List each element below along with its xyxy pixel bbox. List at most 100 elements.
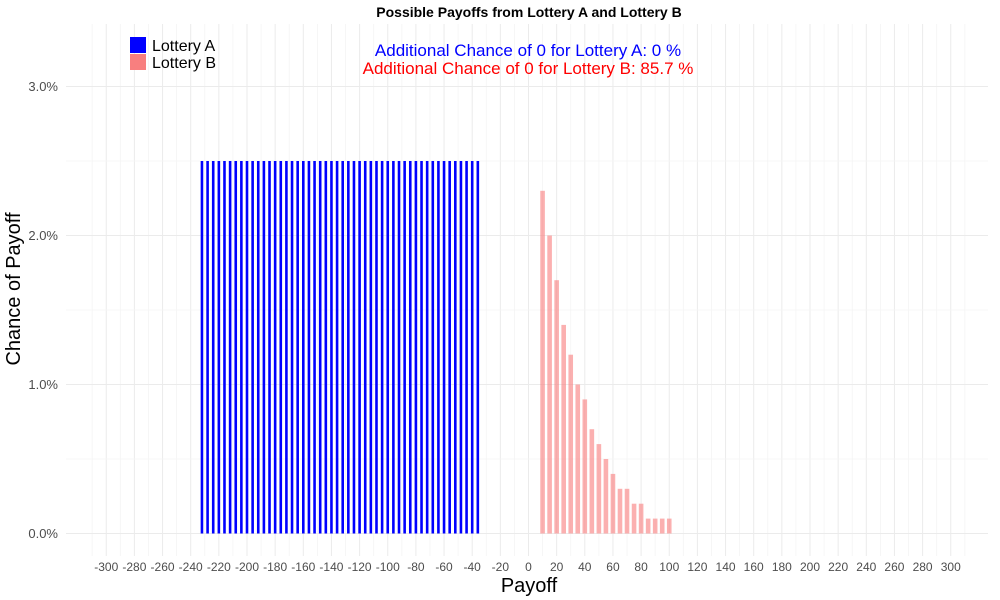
x-tick-label: -260 bbox=[151, 560, 175, 574]
bar-lottery-b bbox=[561, 324, 566, 534]
x-tick-label: -100 bbox=[376, 560, 400, 574]
x-tick-label: -180 bbox=[263, 560, 287, 574]
bar-lottery-a bbox=[397, 161, 401, 534]
legend-swatch-lottery-a bbox=[130, 37, 146, 53]
bar-lottery-a bbox=[228, 161, 232, 534]
bar-lottery-b bbox=[603, 459, 609, 534]
y-tick-label: 1.0% bbox=[28, 377, 58, 392]
x-tick-label: -280 bbox=[122, 560, 146, 574]
tick-labels: -300 -280 -260 -240 -220 -200 -180 -160 -140 -120… bbox=[28, 79, 961, 574]
bar-lottery-a bbox=[437, 161, 440, 534]
bar-lottery-b bbox=[645, 518, 651, 534]
bar-lottery-a bbox=[476, 161, 480, 534]
x-tick-label: -240 bbox=[179, 560, 203, 574]
x-tick-label: -60 bbox=[435, 560, 453, 574]
bar-lottery-b bbox=[659, 518, 665, 534]
x-tick-label: 20 bbox=[550, 560, 564, 574]
bar-lottery-a bbox=[403, 161, 406, 534]
bar-lottery-a bbox=[386, 161, 390, 534]
bar-lottery-a bbox=[318, 161, 322, 534]
bar-lottery-a bbox=[341, 161, 345, 534]
y-tick-label: 0.0% bbox=[28, 526, 58, 541]
bar-lottery-b bbox=[582, 399, 588, 534]
x-tick-label: 260 bbox=[884, 560, 904, 574]
annotation-lottery-a: Additional Chance of 0 for Lottery A: 0 … bbox=[375, 41, 681, 60]
bar-lottery-b bbox=[624, 488, 630, 534]
bar-lottery-a bbox=[448, 161, 451, 534]
x-tick-label: 180 bbox=[772, 560, 792, 574]
bar-lottery-a bbox=[470, 161, 474, 534]
bar-lottery-a bbox=[206, 161, 209, 534]
bar-lottery-a bbox=[240, 161, 243, 534]
bar-lottery-a bbox=[302, 161, 305, 534]
bar-lottery-a bbox=[330, 161, 333, 534]
bar-lottery-a bbox=[431, 161, 435, 534]
bar-lottery-a bbox=[375, 161, 378, 534]
bar-lottery-a bbox=[307, 161, 311, 534]
bar-lottery-a bbox=[420, 161, 423, 534]
y-tick-label: 2.0% bbox=[28, 228, 58, 243]
bar-lottery-a bbox=[465, 161, 468, 534]
x-tick-label: 300 bbox=[941, 560, 961, 574]
bar-lottery-a bbox=[223, 161, 226, 534]
bar-lottery-a bbox=[234, 161, 238, 534]
bar-lottery-b bbox=[575, 384, 581, 534]
bar-lottery-b bbox=[596, 444, 602, 534]
x-tick-label: 240 bbox=[856, 560, 876, 574]
bars bbox=[200, 161, 672, 534]
bar-lottery-b bbox=[610, 473, 616, 534]
bar-lottery-b bbox=[589, 429, 595, 534]
bar-lottery-a bbox=[324, 161, 328, 534]
x-axis-label: Payoff bbox=[501, 575, 558, 597]
bar-lottery-b bbox=[631, 503, 637, 534]
x-tick-label: -140 bbox=[319, 560, 343, 574]
bar-lottery-a bbox=[442, 161, 446, 534]
bar-lottery-a bbox=[358, 161, 361, 534]
bar-lottery-a bbox=[245, 161, 249, 534]
bar-lottery-a bbox=[256, 161, 260, 534]
legend: Lottery A Lottery B bbox=[130, 37, 216, 72]
bar-lottery-b bbox=[617, 488, 623, 534]
x-tick-label: 120 bbox=[687, 560, 707, 574]
bar-lottery-a bbox=[380, 161, 384, 534]
bar-lottery-a bbox=[335, 161, 339, 534]
bar-lottery-a bbox=[352, 161, 356, 534]
x-tick-label: -80 bbox=[407, 560, 425, 574]
bar-lottery-a bbox=[363, 161, 367, 534]
bar-lottery-a bbox=[268, 161, 271, 534]
bar-lottery-a bbox=[454, 161, 457, 534]
x-tick-label: 100 bbox=[659, 560, 679, 574]
bar-lottery-a bbox=[217, 161, 221, 534]
bar-lottery-a bbox=[200, 161, 204, 534]
bar-lottery-a bbox=[211, 161, 215, 534]
bar-lottery-b bbox=[540, 190, 545, 534]
bar-lottery-b bbox=[568, 354, 574, 534]
x-tick-label: 140 bbox=[716, 560, 736, 574]
bar-lottery-a bbox=[459, 161, 463, 534]
bar-lottery-a bbox=[408, 161, 412, 534]
legend-label-lottery-a: Lottery A bbox=[152, 38, 215, 55]
bar-lottery-b bbox=[554, 280, 559, 534]
x-tick-label: -220 bbox=[207, 560, 231, 574]
bar-lottery-b bbox=[547, 235, 552, 534]
x-tick-label: 160 bbox=[744, 560, 764, 574]
x-tick-label: -40 bbox=[464, 560, 482, 574]
bar-lottery-b bbox=[652, 518, 658, 534]
x-tick-label: -160 bbox=[291, 560, 315, 574]
annotation-lottery-b: Additional Chance of 0 for Lottery B: 85… bbox=[363, 59, 694, 78]
legend-swatch-lottery-b bbox=[130, 54, 146, 70]
x-tick-label: 40 bbox=[578, 560, 592, 574]
y-axis-label: Chance of Payoff bbox=[3, 212, 25, 366]
bar-lottery-a bbox=[347, 161, 350, 534]
bar-lottery-b bbox=[638, 503, 644, 534]
bar-lottery-a bbox=[285, 161, 288, 534]
bar-lottery-a bbox=[273, 161, 277, 534]
bar-lottery-b bbox=[666, 518, 672, 534]
bar-lottery-a bbox=[369, 161, 373, 534]
y-tick-label: 3.0% bbox=[28, 79, 58, 94]
x-tick-label: 280 bbox=[913, 560, 933, 574]
x-tick-label: -300 bbox=[94, 560, 118, 574]
bar-lottery-a bbox=[279, 161, 283, 534]
bar-lottery-a bbox=[414, 161, 418, 534]
x-tick-label: 60 bbox=[606, 560, 620, 574]
